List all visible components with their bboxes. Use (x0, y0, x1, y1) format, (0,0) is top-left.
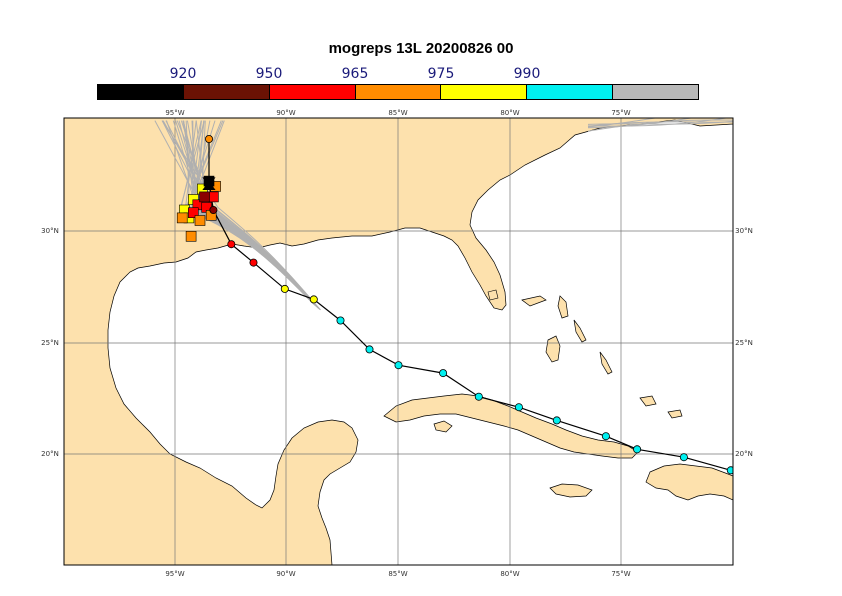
long-island-land (599, 351, 613, 375)
lon-tick-top: 95°W (165, 109, 184, 117)
observed-track-point (336, 316, 345, 325)
inagua-land (639, 395, 657, 407)
ensemble-landfall-square (208, 191, 219, 203)
colorbar-segment (268, 85, 355, 99)
observed-track-point (679, 453, 688, 462)
colorbar-segment (98, 85, 183, 99)
abaco-land (557, 295, 569, 319)
pressure-colorbar (97, 84, 699, 100)
ensemble-landfall-square (176, 212, 188, 224)
hispaniola-land (645, 463, 733, 501)
lon-tick-top: 80°W (500, 109, 519, 117)
ensemble-landfall-square (199, 191, 210, 203)
graticule (64, 118, 733, 565)
observed-track-point (280, 284, 289, 293)
lon-tick-bottom: 90°W (276, 570, 295, 578)
ensemble-track-line (587, 118, 659, 128)
lon-tick-bottom: 75°W (611, 570, 630, 578)
observed-track-point (209, 205, 218, 214)
observed-track-point (439, 369, 448, 378)
ensemble-landfall-markers (176, 175, 221, 242)
observed-track-point (514, 403, 523, 412)
colorbar-segment (526, 85, 613, 99)
map-frame (63, 117, 734, 566)
lat-tick-left: 25°N (41, 339, 59, 347)
lon-tick-bottom: 80°W (500, 570, 519, 578)
eleuthera-land (573, 319, 587, 343)
ensemble-landfall-square (188, 207, 199, 218)
isle-of-youth-land (433, 420, 453, 433)
colorbar-label-950: 950 (255, 66, 283, 82)
colorbar-label-920: 920 (169, 66, 197, 82)
lon-tick-top: 90°W (276, 109, 295, 117)
lat-tick-left: 20°N (41, 450, 59, 458)
lat-tick-right: 25°N (735, 339, 753, 347)
observed-track-point (474, 392, 483, 401)
colorbar-segment (182, 85, 269, 99)
observed-track-points (204, 134, 733, 475)
observed-track-point (552, 416, 561, 425)
observed-track-point (227, 240, 236, 249)
observed-track-point (249, 258, 258, 267)
colorbar-segment (354, 85, 441, 99)
lat-tick-right: 20°N (735, 450, 753, 458)
lat-tick-left: 30°N (41, 227, 59, 235)
lon-tick-top: 75°W (611, 109, 630, 117)
colorbar-label-990: 990 (513, 66, 541, 82)
observed-track-point (204, 134, 213, 143)
colorbar-segment (612, 85, 699, 99)
jamaica-land (549, 483, 593, 498)
ensemble-landfall-square (194, 215, 206, 226)
lon-tick-bottom: 95°W (165, 570, 184, 578)
lon-tick-bottom: 85°W (388, 570, 407, 578)
lake-okeechobee (487, 289, 499, 301)
observed-track-point (726, 466, 733, 475)
ensemble-track-line (587, 118, 695, 129)
andros-island-land (545, 335, 561, 363)
grand-bahama-land (521, 295, 547, 307)
colorbar-label-975: 975 (427, 66, 455, 82)
observed-track-point (309, 295, 318, 304)
ensemble-landfall-square (185, 231, 197, 242)
observed-track-point (394, 361, 403, 370)
observed-track-point (365, 345, 374, 354)
lat-tick-right: 30°N (735, 227, 753, 235)
observed-track-point (633, 445, 642, 454)
colorbar-segment (440, 85, 527, 99)
chart-title: mogreps 13L 20200826 00 (328, 40, 514, 57)
observed-track-line (208, 139, 731, 471)
colorbar-label-965: 965 (341, 66, 369, 82)
ensemble-track-line (587, 118, 730, 127)
lon-tick-top: 85°W (388, 109, 407, 117)
landfall-marker-icon (202, 177, 216, 191)
observed-track-point (601, 432, 610, 441)
turks-caicos-land (667, 409, 683, 419)
